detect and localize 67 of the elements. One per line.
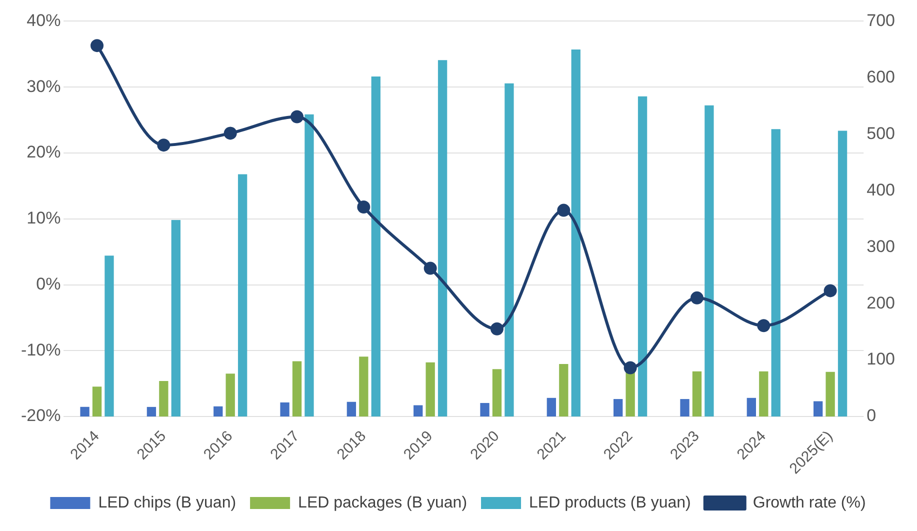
bar xyxy=(480,402,490,417)
bar xyxy=(704,105,714,417)
bar xyxy=(759,371,768,417)
point xyxy=(424,262,437,275)
bar xyxy=(280,402,290,417)
point xyxy=(490,322,504,336)
y-tick-label: -20% xyxy=(21,406,61,426)
bar xyxy=(746,398,756,417)
point xyxy=(557,204,570,217)
bar xyxy=(438,60,448,417)
bar xyxy=(559,364,568,417)
bar xyxy=(680,399,690,417)
bar xyxy=(504,83,514,417)
bar xyxy=(492,369,502,417)
bar xyxy=(771,129,780,417)
bar xyxy=(304,114,314,417)
legend-label: LED chips (B yuan) xyxy=(98,494,236,512)
bar xyxy=(814,401,823,417)
y-tick-label: 30% xyxy=(26,76,61,96)
bar xyxy=(159,380,168,417)
bar xyxy=(80,406,90,417)
bar xyxy=(92,386,102,417)
bar xyxy=(104,256,114,417)
bar xyxy=(826,372,835,417)
y-tick-label: 20% xyxy=(26,142,61,162)
bar xyxy=(214,406,223,417)
bar xyxy=(238,174,248,417)
point xyxy=(757,319,770,332)
legend-label: LED packages (B yuan) xyxy=(298,494,468,512)
y2-tick-label: 0 xyxy=(866,406,876,426)
bar xyxy=(146,406,156,417)
y2-tick-label: 600 xyxy=(866,67,896,86)
y2-tick-label: 700 xyxy=(866,10,896,30)
point xyxy=(624,361,637,374)
y-tick-label: -10% xyxy=(21,340,61,360)
point xyxy=(290,110,304,124)
bar xyxy=(838,130,848,417)
bar xyxy=(626,371,635,417)
bar xyxy=(292,361,302,417)
point xyxy=(690,291,704,304)
legend-label: LED products (B yuan) xyxy=(529,494,691,512)
bar xyxy=(638,96,648,417)
point xyxy=(90,39,104,52)
y-tick-label: 40% xyxy=(26,10,61,30)
y2-tick-label: 200 xyxy=(866,293,896,312)
y2-tick-label: 500 xyxy=(866,124,896,143)
bar xyxy=(546,398,556,417)
point xyxy=(224,126,237,140)
bar xyxy=(226,374,235,417)
bar xyxy=(692,371,702,417)
y2-tick-label: 300 xyxy=(866,236,896,256)
point xyxy=(357,200,370,214)
point xyxy=(157,138,170,152)
bar xyxy=(371,76,380,417)
y2-tick-label: 100 xyxy=(866,350,896,369)
bar xyxy=(346,402,356,417)
legend-label: Growth rate (%) xyxy=(752,494,866,512)
bar xyxy=(614,399,623,417)
bar xyxy=(171,220,180,417)
point xyxy=(824,284,837,298)
bar xyxy=(359,356,368,417)
y-tick-label: 0% xyxy=(36,274,61,294)
y2-tick-label: 400 xyxy=(866,180,896,200)
bar xyxy=(414,405,423,417)
y-tick-label: 10% xyxy=(26,208,61,228)
bar xyxy=(571,49,580,417)
bar xyxy=(426,362,435,417)
